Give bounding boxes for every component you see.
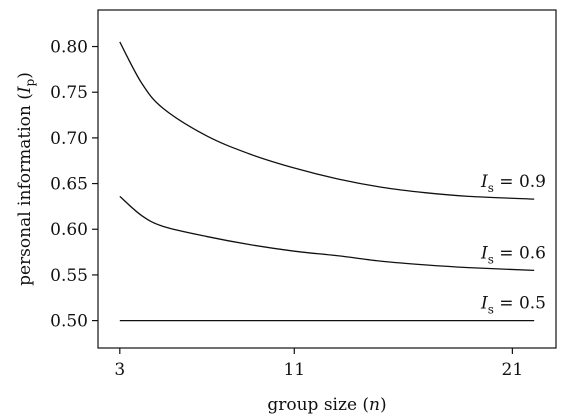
series-label-2: Is = 0.5	[480, 294, 546, 317]
y-tick-label: 0.50	[50, 312, 88, 332]
series-labels: Is = 0.9 Is = 0.6 Is = 0.5	[480, 172, 546, 316]
series-label-0: Is = 0.9	[480, 172, 546, 195]
series-lines	[119, 41, 535, 322]
x-axis: 3 11 21	[114, 348, 523, 380]
y-tick-label: 0.60	[50, 220, 88, 240]
y-tick-label: 0.55	[50, 266, 88, 286]
y-tick-label: 0.65	[50, 175, 88, 195]
x-tick-label: 3	[114, 360, 125, 380]
y-tick-label: 0.70	[50, 129, 88, 149]
x-tick-label: 11	[283, 360, 305, 380]
y-axis: 0.50 0.55 0.60 0.65 0.70 0.75 0.80	[50, 38, 98, 332]
y-tick-label: 0.75	[50, 83, 88, 103]
x-axis-label: group size (n)	[267, 395, 386, 415]
series-line-1	[119, 195, 535, 272]
series-line-0	[119, 41, 535, 200]
plot-frame	[97, 9, 557, 349]
series-label-1: Is = 0.6	[480, 243, 546, 266]
y-axis-label: personal information (Ip)	[15, 72, 37, 286]
y-tick-label: 0.80	[50, 38, 88, 58]
x-tick-label: 21	[502, 360, 524, 380]
